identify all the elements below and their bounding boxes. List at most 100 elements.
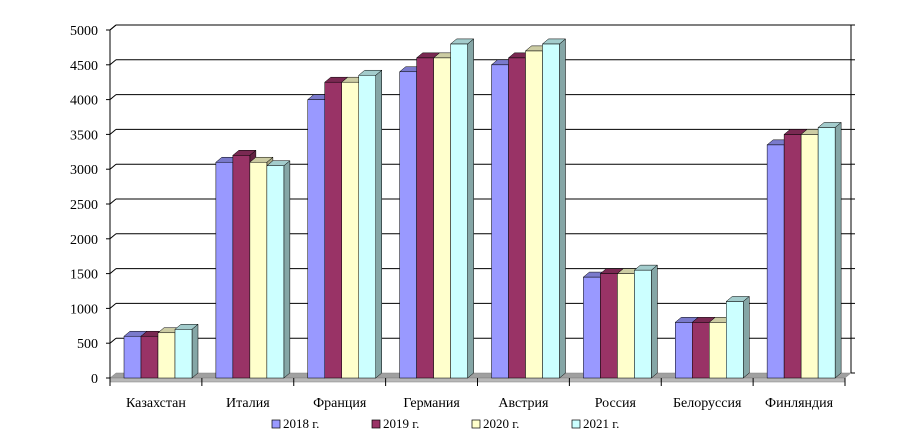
y-tick-label: 1500	[70, 268, 98, 283]
category-label: Белоруссия	[673, 396, 742, 411]
y-tick-label: 5000	[70, 24, 98, 39]
bar-front	[416, 57, 434, 379]
y-tick-label: 500	[77, 337, 98, 352]
y-tick-label: 2000	[70, 233, 98, 248]
bar-front	[600, 273, 618, 379]
bar-top	[725, 296, 750, 302]
legend-item-2018 г.: 2018 г.	[271, 416, 319, 431]
bar-front	[617, 273, 635, 379]
bar-top	[249, 156, 274, 163]
category-label: Австрия	[498, 396, 549, 411]
bar-top	[449, 38, 475, 45]
bar-side	[559, 38, 566, 379]
gridline-depth-500	[109, 337, 117, 344]
category-labels: Казахстан Италия Франция Германия Австрия Рос…	[126, 396, 834, 411]
bar-front	[266, 165, 285, 379]
bar-front	[215, 161, 234, 379]
category-label: Германия	[403, 396, 460, 411]
bar-front	[491, 64, 509, 379]
legend-swatch	[371, 419, 381, 429]
bar-side	[834, 121, 842, 379]
bar-Финляндия-2021 г.	[817, 121, 842, 379]
legend-swatch	[271, 419, 281, 429]
bar-top	[633, 264, 659, 271]
bar-front	[232, 155, 251, 379]
bar-side	[375, 69, 382, 379]
legend-label: 2018 г.	[283, 416, 319, 431]
gridline-depth-1500	[109, 268, 117, 274]
bar-side	[191, 323, 199, 379]
gridline-depth-4500	[109, 59, 117, 66]
bar-Австрия-2021 г.	[541, 38, 567, 379]
category-label: Казахстан	[126, 396, 186, 411]
y-tick-label: 3000	[70, 163, 98, 178]
bar-front	[709, 322, 727, 379]
bar-side	[467, 38, 474, 379]
bar-front	[508, 57, 526, 379]
category-label: Россия	[595, 396, 637, 411]
y-axis-depth	[109, 24, 117, 31]
bar-front	[783, 134, 802, 379]
legend-label: 2019 г.	[383, 416, 419, 431]
bar-front	[123, 335, 142, 379]
bar-front	[766, 144, 785, 379]
gridline-depth-1000	[109, 303, 117, 309]
y-tick-label: 2500	[70, 198, 98, 213]
y-tick-label: 3500	[70, 128, 98, 143]
bar-front	[817, 127, 836, 379]
bar-front	[634, 269, 652, 379]
bar-Франция-2021 г.	[358, 69, 383, 379]
legend-swatch	[471, 419, 481, 429]
legend-item-2021 г.: 2021 г.	[571, 416, 619, 431]
bar-front	[174, 329, 193, 379]
bar-Белоруссия-2021 г.	[725, 295, 750, 379]
bar-front	[675, 322, 693, 379]
bar-front	[140, 335, 159, 379]
bar-front	[324, 81, 342, 379]
bar-front	[249, 161, 268, 379]
legend-swatch	[571, 419, 581, 429]
y-tick-label: 4000	[70, 94, 98, 109]
y-tick-label: 0	[91, 372, 98, 387]
bar-front	[433, 57, 451, 379]
bar-side	[743, 295, 750, 379]
bar-top	[358, 69, 383, 76]
bar-front	[307, 99, 325, 379]
bar-front	[399, 71, 417, 379]
bar-Россия-2021 г.	[633, 264, 659, 379]
bar-top	[174, 324, 199, 330]
bar-front	[358, 74, 376, 379]
bar-front	[542, 43, 560, 379]
category-label: Италия	[226, 396, 270, 411]
bar-front	[341, 81, 359, 379]
category-label: Франция	[313, 396, 367, 411]
gridline-depth-3000	[109, 163, 117, 170]
gridline-depth-3500	[109, 129, 117, 135]
bar-front	[450, 43, 468, 379]
legend-label: 2021 г.	[583, 416, 619, 431]
bar-front	[726, 301, 744, 379]
bar-front	[692, 322, 710, 379]
y-tick-labels: 0 500 1000 1500 2000 2500 3000 3500 4000 4500 5000	[70, 24, 98, 387]
legend-item-2019 г.: 2019 г.	[371, 416, 419, 431]
bar-top	[232, 150, 257, 156]
y-tick-label: 1000	[70, 302, 98, 317]
bar-front	[157, 332, 176, 379]
bars	[123, 38, 842, 379]
bar-Германия-2021 г.	[449, 38, 475, 379]
bar-side	[651, 264, 658, 379]
bar-front	[525, 50, 543, 379]
axes	[106, 24, 855, 386]
bar-top	[541, 38, 567, 45]
bar-front	[800, 134, 819, 379]
legend-label: 2020 г.	[483, 416, 519, 431]
category-label: Финляндия	[765, 396, 834, 411]
gridline-depth-4000	[109, 94, 117, 100]
gridline-depth-2500	[109, 198, 117, 205]
bar-top	[817, 122, 842, 128]
bar-Италия-2021 г.	[266, 160, 291, 379]
legend-item-2020 г.: 2020 г.	[471, 416, 519, 431]
bar-top	[266, 160, 291, 166]
bar-front	[583, 276, 601, 379]
